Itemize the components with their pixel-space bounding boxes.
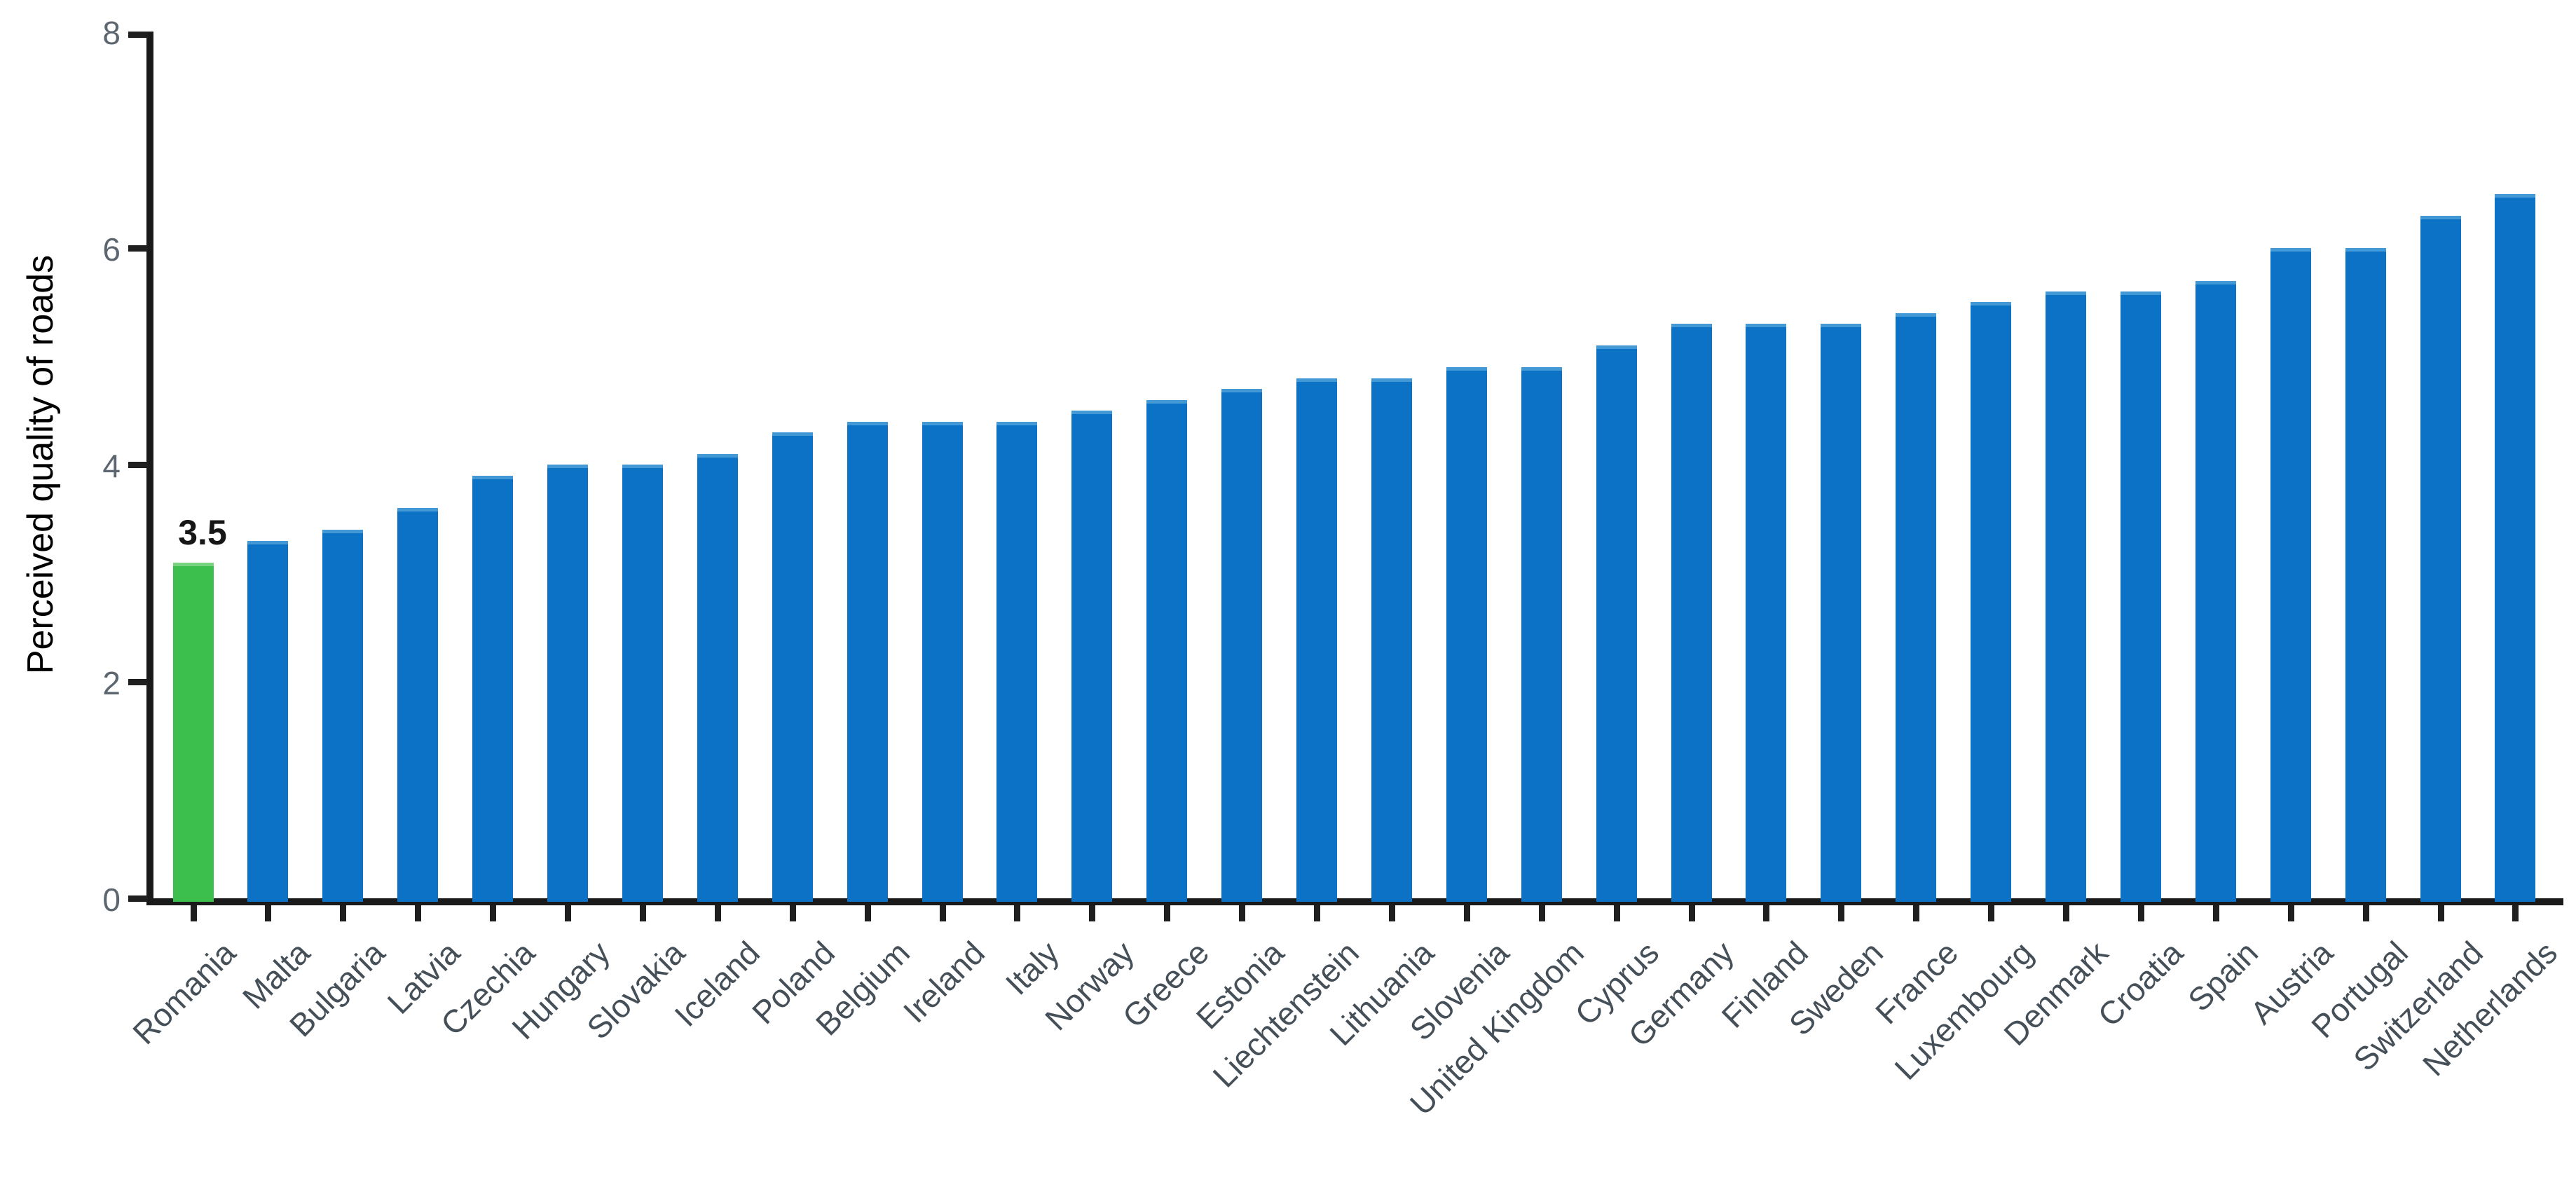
bar bbox=[1896, 313, 1937, 902]
bar bbox=[1221, 389, 1263, 902]
bar bbox=[2046, 291, 2086, 902]
y-tick-mark bbox=[128, 678, 148, 685]
x-category-label: Ireland bbox=[896, 934, 992, 1030]
y-tick-label: 6 bbox=[102, 231, 121, 268]
bar bbox=[1821, 324, 1862, 902]
x-tick-mark bbox=[565, 905, 571, 921]
x-tick-mark bbox=[2063, 905, 2069, 921]
bar bbox=[1446, 367, 1487, 902]
x-tick-mark bbox=[265, 905, 272, 921]
x-tick-mark bbox=[190, 905, 197, 921]
x-tick-mark bbox=[1463, 905, 1470, 921]
x-tick-mark bbox=[2137, 905, 2144, 921]
bar bbox=[1671, 324, 1712, 902]
y-tick-label: 0 bbox=[102, 881, 121, 918]
x-tick-mark bbox=[2212, 905, 2219, 921]
bar bbox=[922, 421, 963, 902]
x-tick-mark bbox=[639, 905, 646, 921]
x-tick-mark bbox=[2512, 905, 2519, 921]
bar bbox=[996, 421, 1038, 902]
bar bbox=[772, 432, 813, 902]
y-tick-mark bbox=[128, 462, 148, 469]
y-axis-line bbox=[146, 32, 153, 905]
y-tick-label: 4 bbox=[102, 448, 121, 485]
x-tick-mark bbox=[1613, 905, 1620, 921]
x-tick-mark bbox=[1688, 905, 1695, 921]
bar bbox=[2195, 280, 2236, 902]
x-tick-mark bbox=[1988, 905, 1995, 921]
x-tick-mark bbox=[864, 905, 871, 921]
x-tick-mark bbox=[1164, 905, 1171, 921]
x-tick-mark bbox=[789, 905, 796, 921]
bar bbox=[1596, 345, 1637, 902]
bar bbox=[622, 465, 663, 902]
bar-highlighted bbox=[172, 562, 214, 902]
bar bbox=[2345, 248, 2386, 902]
x-category-label: Croatia bbox=[2090, 934, 2190, 1034]
x-tick-mark bbox=[1538, 905, 1545, 921]
bar bbox=[2270, 248, 2311, 902]
y-tick-mark bbox=[128, 245, 148, 252]
bar bbox=[547, 465, 588, 902]
x-tick-mark bbox=[1763, 905, 1770, 921]
bar bbox=[1971, 302, 2012, 902]
bar bbox=[1296, 378, 1337, 902]
bar bbox=[1071, 411, 1113, 902]
x-category-label: Romania bbox=[125, 934, 242, 1052]
x-tick-mark bbox=[1838, 905, 1845, 921]
bar bbox=[847, 421, 888, 902]
bar bbox=[1146, 399, 1188, 902]
bar bbox=[2420, 215, 2461, 902]
x-tick-mark bbox=[1388, 905, 1395, 921]
x-tick-mark bbox=[1913, 905, 1920, 921]
x-tick-mark bbox=[2362, 905, 2369, 921]
x-tick-mark bbox=[1014, 905, 1021, 921]
x-category-label: Iceland bbox=[667, 934, 767, 1034]
y-tick-label: 2 bbox=[102, 664, 121, 701]
x-axis-line bbox=[146, 898, 2563, 905]
x-tick-mark bbox=[415, 905, 422, 921]
bar bbox=[247, 540, 289, 902]
romania-value-label: 3.5 bbox=[178, 513, 227, 552]
y-tick-mark bbox=[128, 895, 148, 902]
x-tick-mark bbox=[2437, 905, 2444, 921]
x-tick-mark bbox=[340, 905, 347, 921]
x-tick-mark bbox=[2287, 905, 2294, 921]
bar bbox=[697, 453, 738, 902]
bar bbox=[322, 530, 364, 902]
x-tick-mark bbox=[1089, 905, 1096, 921]
x-tick-mark bbox=[1314, 905, 1320, 921]
x-tick-mark bbox=[490, 905, 497, 921]
y-tick-label: 8 bbox=[102, 14, 121, 51]
bar bbox=[397, 508, 439, 902]
x-tick-mark bbox=[1239, 905, 1246, 921]
bar bbox=[1521, 367, 1562, 902]
y-tick-mark bbox=[128, 31, 148, 38]
x-tick-mark bbox=[714, 905, 721, 921]
bar bbox=[2120, 291, 2161, 902]
x-tick-mark bbox=[939, 905, 946, 921]
x-category-label: Italy bbox=[999, 934, 1067, 1002]
bar bbox=[1746, 324, 1787, 902]
bar bbox=[2495, 193, 2536, 902]
bar bbox=[1371, 378, 1412, 902]
bar bbox=[472, 475, 514, 902]
